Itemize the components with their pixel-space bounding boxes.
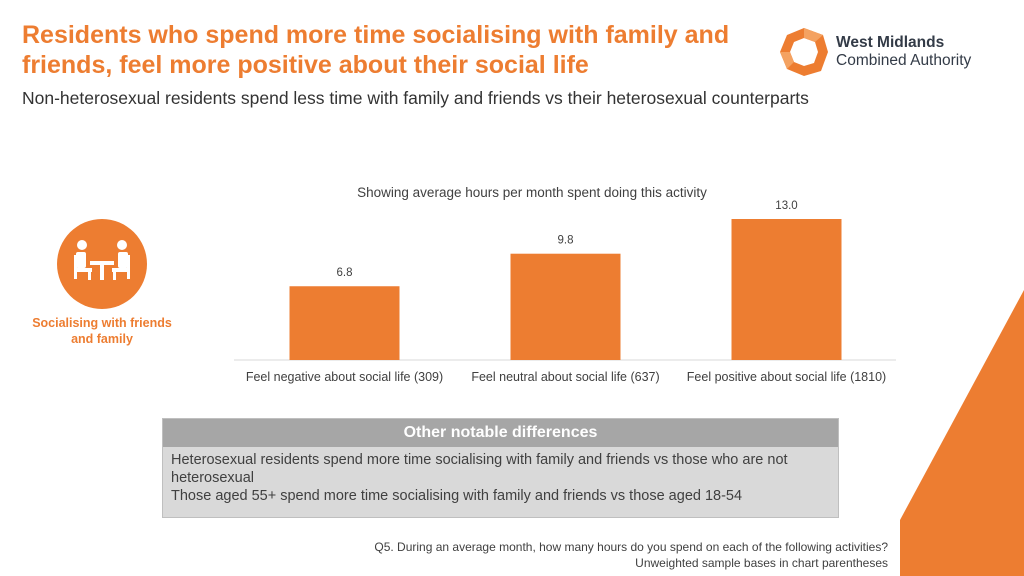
bar [731, 219, 842, 360]
bar-value-label: 6.8 [337, 267, 353, 279]
notes-box: Other notable differences Heterosexual r… [162, 418, 839, 518]
bar-chart: Showing average hours per month spent do… [234, 185, 896, 384]
logo-line1: West Midlands [836, 34, 945, 51]
page-subtitle: Non-heterosexual residents spend less ti… [22, 88, 809, 108]
category-label: Feel negative about social life (309) [246, 370, 443, 384]
bar-value-label: 9.8 [558, 235, 574, 247]
socialising-label: Socialising with friends and family [32, 316, 172, 346]
bar [510, 253, 621, 360]
people-at-table-icon [74, 240, 130, 280]
bar [289, 286, 400, 360]
notes-box-body: Heterosexual residents spend more time s… [163, 447, 838, 509]
chart-title: Showing average hours per month spent do… [357, 185, 707, 200]
logo-mark-icon [780, 28, 828, 76]
wmca-logo: West Midlands Combined Authority [778, 26, 1008, 78]
notes-box-header: Other notable differences [163, 419, 838, 447]
page-title: Residents who spend more time socialisin… [22, 21, 730, 79]
footnote: Q5. During an average month, how many ho… [374, 539, 888, 571]
category-label: Feel positive about social life (1810) [687, 370, 886, 384]
footnote-bases: Unweighted sample bases in chart parenth… [635, 556, 888, 570]
notes-line: Heterosexual residents spend more time s… [171, 452, 788, 486]
category-label: Feel neutral about social life (637) [471, 370, 659, 384]
logo-text: West Midlands Combined Authority [836, 34, 971, 70]
logo-line2: Combined Authority [836, 52, 972, 69]
socialising-icon-circle [57, 219, 147, 309]
notes-line: Those aged 55+ spend more time socialisi… [171, 488, 743, 504]
footnote-question: Q5. During an average month, how many ho… [374, 540, 888, 554]
bar-value-label: 13.0 [775, 200, 797, 212]
